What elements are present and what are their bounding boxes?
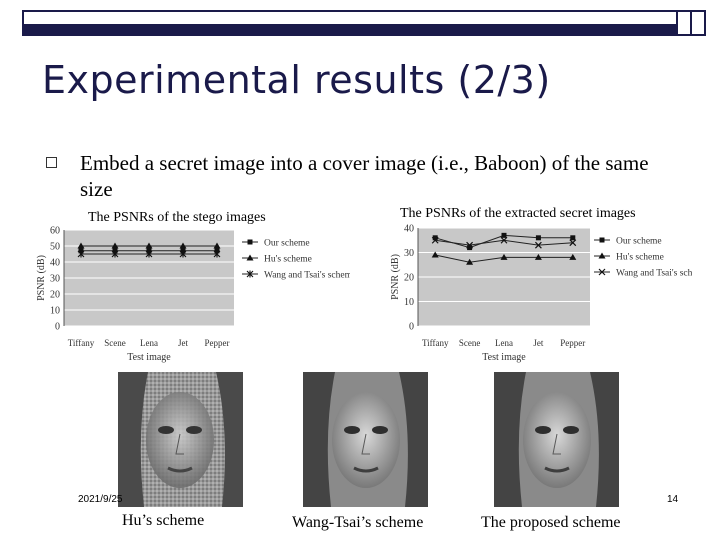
legend-entry: Our scheme [264, 239, 310, 249]
x-axis-label: Test image [127, 352, 171, 363]
y-axis-label: PSNR (dB) [36, 255, 47, 301]
y-tick-label: 40 [50, 258, 60, 269]
caption-wang-tsai: Wang-Tsai’s scheme [292, 514, 424, 531]
slide-date: 2021/9/25 [78, 494, 123, 505]
data-point [500, 236, 508, 244]
stego-psnr-chart: 0 10 20 30 40 50 60 Tiffany Scene Lena Jet Pepper PS… [36, 226, 350, 364]
face-image-proposed [494, 372, 619, 507]
legend-marker [246, 254, 254, 261]
slide-title: Experimental results (2/3) [42, 58, 551, 102]
legend-entry: Hu's scheme [264, 255, 312, 265]
data-point [77, 242, 85, 249]
data-point [466, 241, 474, 249]
data-point [77, 250, 85, 258]
data-point [534, 241, 542, 249]
face-image-hu [118, 372, 243, 507]
y-axis-label: PSNR (dB) [390, 254, 401, 300]
data-point [431, 251, 439, 258]
legend-entry: Wang and Tsai's scheme [264, 271, 350, 281]
data-point [179, 250, 187, 258]
caption-proposed: The proposed scheme [481, 514, 621, 531]
x-tick-label: Scene [104, 338, 126, 348]
data-point [179, 242, 187, 249]
legend-marker [598, 252, 606, 259]
top-decoration-bar [22, 10, 706, 36]
slide-page-number: 14 [667, 494, 679, 505]
x-tick-label: Pepper [560, 338, 585, 348]
x-axis-label: Test image [482, 352, 526, 363]
y-tick-label: 20 [50, 290, 60, 301]
hu-stego-image [118, 372, 243, 507]
chart1-title: The PSNRs of the stego images [88, 210, 266, 225]
y-tick-label: 0 [55, 322, 60, 333]
x-tick-label: Jet [533, 338, 543, 348]
data-point [466, 258, 474, 265]
y-tick-label: 0 [409, 322, 414, 333]
data-point [570, 235, 576, 241]
caption-hu: Hu’s scheme [122, 512, 205, 529]
proposed-stego-image [494, 372, 619, 507]
data-point [213, 242, 221, 249]
y-tick-label: 30 [404, 248, 414, 259]
legend-entry: Hu's scheme [616, 253, 664, 263]
y-tick-label: 40 [404, 224, 414, 235]
data-point [569, 253, 577, 260]
x-tick-label: Tiffany [68, 338, 95, 348]
y-tick-label: 50 [50, 242, 60, 253]
data-point [569, 239, 577, 247]
x-tick-label: Tiffany [422, 338, 449, 348]
data-point [431, 236, 439, 244]
x-tick-label: Lena [140, 338, 158, 348]
data-point [500, 253, 508, 260]
legend-marker [599, 237, 605, 243]
face-image-wang-tsai [303, 372, 428, 507]
data-point [534, 253, 542, 260]
data-point [467, 245, 473, 251]
y-tick-label: 10 [50, 306, 60, 317]
data-point [501, 232, 507, 238]
x-tick-label: Pepper [205, 338, 230, 348]
legend-marker [247, 239, 253, 245]
data-point [432, 235, 438, 241]
data-point [213, 250, 221, 258]
data-point [145, 250, 153, 258]
x-tick-label: Scene [459, 338, 481, 348]
y-tick-label: 10 [404, 297, 414, 308]
y-tick-label: 30 [50, 274, 60, 285]
data-point [111, 250, 119, 258]
x-tick-label: Lena [495, 338, 513, 348]
data-point [535, 235, 541, 241]
chart2-title: The PSNRs of the extracted secret images [400, 206, 636, 221]
legend-entry: Wang and Tsai's scheme [616, 269, 692, 279]
legend-entry: Our scheme [616, 237, 662, 247]
x-tick-label: Jet [178, 338, 188, 348]
legend-marker [246, 270, 254, 278]
extracted-psnr-chart: 0 10 20 30 40 Tiffany Scene Lena Jet Pepper PSNR (… [390, 224, 692, 364]
data-point [145, 242, 153, 249]
y-tick-label: 20 [404, 273, 414, 284]
legend-marker [598, 268, 606, 276]
bullet-text: Embed a secret image into a cover image … [80, 151, 649, 201]
wang-tsai-stego-image [303, 372, 428, 507]
y-tick-label: 60 [50, 226, 60, 237]
bullet-square-icon [46, 157, 57, 168]
data-point [111, 242, 119, 249]
